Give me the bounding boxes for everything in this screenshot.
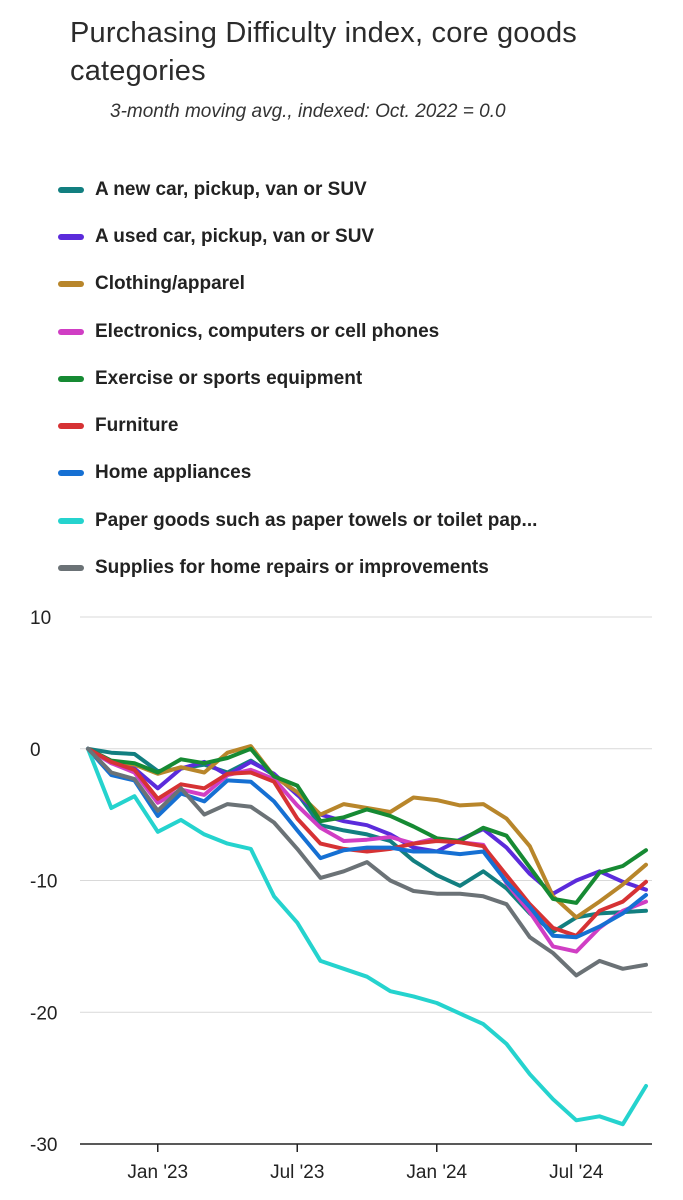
series-line [86,746,648,905]
legend-swatch [58,233,84,240]
y-tick-label: -20 [30,1003,57,1024]
legend-item: A new car, pickup, van or SUV [58,166,537,213]
legend-item: Electronics, computers or cell phones [58,308,537,355]
legend-item: Paper goods such as paper towels or toil… [58,497,537,544]
legend-swatch [58,375,84,382]
legend-item: Furniture [58,402,537,449]
legend-item: Supplies for home repairs or improvement… [58,544,537,591]
legend-swatch [58,565,84,572]
chart-subtitle: 3-month moving avg., indexed: Oct. 2022 … [110,101,506,122]
legend-label: Supplies for home repairs or improvement… [95,557,489,579]
legend-label: Clothing/apparel [95,273,245,295]
y-tick-label: -30 [30,1135,57,1156]
legend-label: Furniture [95,415,179,437]
legend-swatch [58,328,84,335]
legend-label: Electronics, computers or cell phones [95,320,440,342]
legend-label: Paper goods such as paper towels or toil… [95,509,538,531]
legend-item: Clothing/apparel [58,261,537,308]
legend-label: A new car, pickup, van or SUV [95,178,367,200]
legend-label: A used car, pickup, van or SUV [95,225,375,247]
legend-item: A used car, pickup, van or SUV [58,213,537,260]
chart-title: Purchasing Difficulty index, core goods … [70,17,577,87]
legend-label: Exercise or sports equipment [95,367,363,389]
legend-swatch [58,281,84,288]
series-line [86,746,648,940]
x-tick-label: Jul '23 [270,1162,324,1183]
x-tick-label: Jul '24 [549,1162,604,1183]
legend-swatch [58,517,84,524]
chart-legend: A new car, pickup, van or SUV A used car,… [58,166,537,592]
legend-swatch [58,186,84,193]
legend-swatch [58,470,84,477]
y-tick-label: 10 [30,608,51,629]
legend-item: Exercise or sports equipment [58,355,537,402]
y-tick-label: -10 [30,872,57,893]
series-line [86,744,648,920]
y-tick-label: 0 [30,740,41,761]
legend-swatch [58,423,84,430]
legend-item: Home appliances [58,450,537,497]
series-line [86,746,648,1127]
x-tick-label: Jan '24 [406,1162,467,1183]
x-tick-label: Jan '23 [127,1162,188,1183]
series-line [86,746,648,938]
series-line [86,746,648,978]
legend-label: Home appliances [95,462,252,484]
line-chart: 10 0 -10 -20 -30 Jan '23 Jul '23 Jan '24 Jul '24 [30,608,652,1183]
